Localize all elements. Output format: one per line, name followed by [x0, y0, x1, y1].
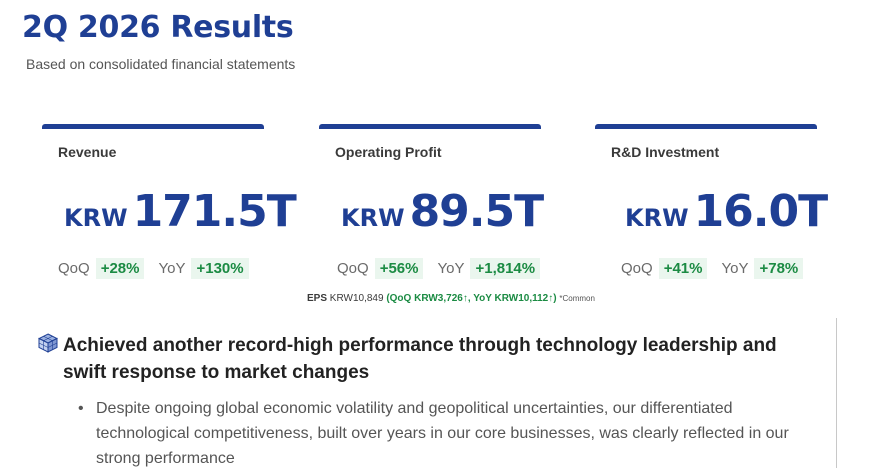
metric-unit: KRW: [341, 204, 405, 232]
metric-number: 171.5T: [132, 186, 297, 237]
bullet-item: • Despite ongoing global economic volati…: [78, 396, 828, 468]
qoq-badge: +56%: [374, 258, 424, 279]
yoy-label: YoY: [721, 260, 749, 277]
metric-value: KRW 171.5T: [64, 186, 297, 237]
metric-unit: KRW: [64, 204, 128, 232]
yoy-badge: +78%: [754, 258, 804, 279]
card-accent-bar: [595, 124, 817, 129]
operating-profit-card: Operating Profit KRW 89.5T QoQ +56% YoY …: [319, 124, 545, 284]
card-label: Revenue: [58, 144, 117, 160]
yoy-badge: +130%: [191, 258, 249, 279]
card-accent-bar: [319, 124, 541, 129]
rnd-investment-card: R&D Investment KRW 16.0T QoQ +41% YoY +7…: [595, 124, 828, 284]
yoy-badge: +1,814%: [470, 258, 541, 279]
qoq-label: QoQ: [58, 260, 90, 277]
bullet-text: Despite ongoing global economic volatili…: [96, 400, 789, 467]
delta-row: QoQ +56% YoY +1,814%: [337, 258, 541, 279]
metric-number: 89.5T: [409, 186, 545, 237]
metric-value: KRW 89.5T: [341, 186, 545, 237]
qoq-label: QoQ: [337, 260, 369, 277]
delta-row: QoQ +41% YoY +78%: [621, 258, 804, 279]
qoq-label: QoQ: [621, 260, 653, 277]
card-label: Operating Profit: [335, 144, 442, 160]
yoy-label: YoY: [437, 260, 465, 277]
eps-line: EPS KRW10,849 (QoQ KRW3,726↑, YoY KRW10,…: [307, 293, 595, 304]
metric-unit: KRW: [625, 204, 689, 232]
cube-grid-icon: [38, 333, 58, 353]
card-label: R&D Investment: [611, 144, 720, 160]
qoq-badge: +28%: [95, 258, 145, 279]
delta-row: QoQ +28% YoY +130%: [58, 258, 249, 279]
revenue-card: Revenue KRW 171.5T QoQ +28% YoY +130%: [42, 124, 297, 284]
metric-number: 16.0T: [693, 186, 829, 237]
eps-label: EPS: [307, 293, 328, 304]
page-subtitle: Based on consolidated financial statemen…: [26, 56, 296, 72]
eps-change: (QoQ KRW3,726↑, YoY KRW10,112↑): [386, 293, 557, 304]
eps-note: *Common: [559, 294, 595, 303]
card-accent-bar: [42, 124, 264, 129]
metric-value: KRW 16.0T: [625, 186, 829, 237]
vertical-divider: [836, 318, 837, 468]
eps-value: KRW10,849: [329, 293, 384, 304]
yoy-label: YoY: [158, 260, 186, 277]
bullet-dot: •: [78, 400, 84, 417]
headline: Achieved another record-high performance…: [63, 335, 777, 383]
qoq-badge: +41%: [658, 258, 708, 279]
page-title: 2Q 2026 Results: [22, 10, 294, 45]
